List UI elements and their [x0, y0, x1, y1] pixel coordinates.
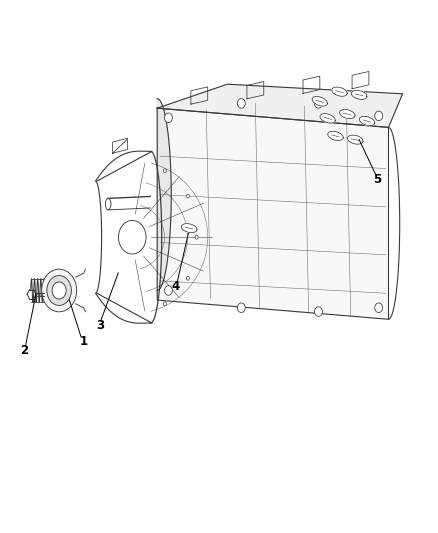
Circle shape [42, 269, 77, 312]
Circle shape [163, 169, 166, 173]
Circle shape [237, 303, 245, 312]
Polygon shape [347, 135, 363, 144]
Text: 2: 2 [20, 344, 28, 357]
Polygon shape [157, 84, 403, 127]
Circle shape [314, 307, 322, 317]
Circle shape [118, 221, 146, 254]
Polygon shape [351, 91, 367, 99]
Text: 3: 3 [96, 319, 104, 332]
Text: 1: 1 [80, 335, 88, 348]
Polygon shape [181, 224, 197, 232]
Polygon shape [359, 116, 375, 126]
Circle shape [186, 194, 189, 198]
Circle shape [195, 236, 198, 239]
Circle shape [237, 99, 245, 108]
Circle shape [375, 303, 383, 312]
Circle shape [47, 276, 71, 305]
Text: 4: 4 [171, 280, 179, 293]
Polygon shape [339, 109, 355, 119]
Circle shape [165, 113, 173, 123]
Polygon shape [320, 114, 335, 123]
Circle shape [165, 286, 173, 295]
Circle shape [314, 99, 322, 108]
Polygon shape [157, 99, 171, 300]
Polygon shape [157, 108, 389, 319]
Circle shape [163, 302, 166, 305]
Polygon shape [328, 131, 343, 141]
Polygon shape [312, 96, 327, 106]
Circle shape [186, 277, 189, 280]
Circle shape [375, 111, 383, 120]
Text: 5: 5 [374, 173, 381, 185]
Circle shape [52, 282, 66, 299]
Polygon shape [332, 87, 347, 96]
